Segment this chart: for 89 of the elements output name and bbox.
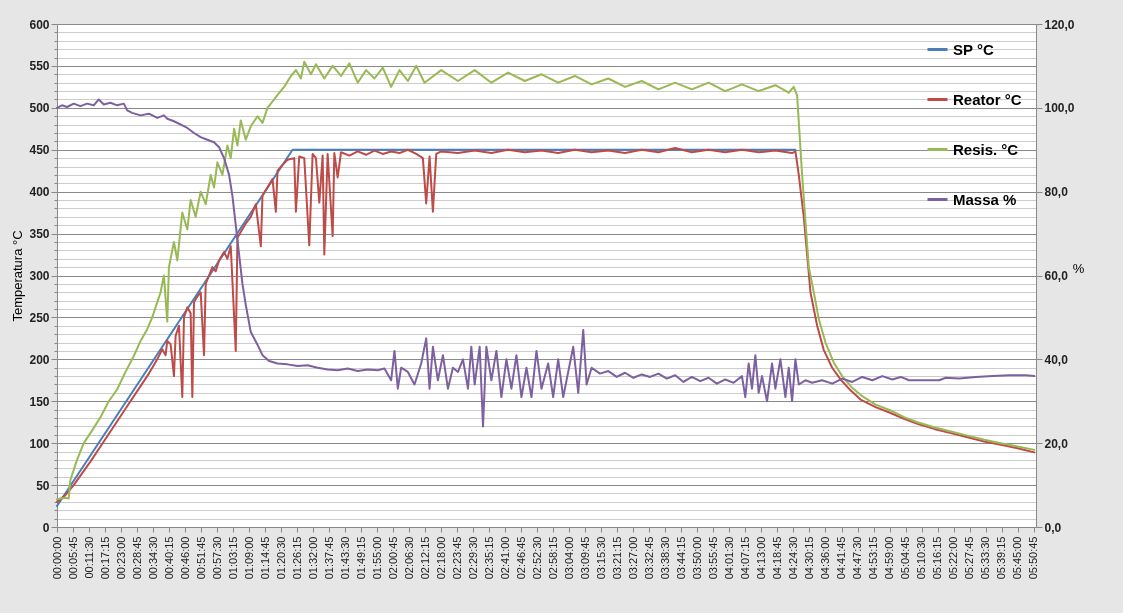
x-tick-label: 04:53:15 xyxy=(867,536,880,580)
x-tick-label: 01:49:15 xyxy=(354,536,367,580)
x-tick-label: 03:44:15 xyxy=(674,536,687,580)
y2-tick-label: 0,0 xyxy=(1044,520,1062,535)
x-tick-label: 00:46:00 xyxy=(178,536,191,580)
x-tick-label: 01:43:30 xyxy=(338,536,351,580)
x-tick-label: 04:07:15 xyxy=(738,536,751,580)
x-tick-label: 03:09:45 xyxy=(578,536,591,580)
y2-tick-label: 40,0 xyxy=(1044,352,1069,367)
x-tick-label: 01:20:30 xyxy=(274,536,287,580)
x-tick-label: 03:04:00 xyxy=(562,536,575,580)
x-tick-label: 04:13:00 xyxy=(754,536,767,580)
x-tick-label: 02:06:30 xyxy=(402,536,415,580)
x-tick-label: 05:50:45 xyxy=(1027,536,1040,580)
x-tick-label: 02:46:45 xyxy=(514,536,527,580)
x-tick-label: 05:39:15 xyxy=(995,536,1008,580)
x-tick-label: 05:33:30 xyxy=(979,536,992,580)
legend-label: Massa % xyxy=(953,190,1017,208)
legend-label: Reator °C xyxy=(953,90,1022,108)
x-tick-label: 03:50:00 xyxy=(690,536,703,580)
x-tick-label: 01:37:45 xyxy=(322,536,335,580)
x-tick-label: 05:45:00 xyxy=(1011,536,1024,580)
y2-tick-label: 100,0 xyxy=(1044,101,1075,116)
x-tick-label: 03:21:15 xyxy=(610,536,623,580)
y-tick-label: 200 xyxy=(29,352,50,367)
y2-tick-label: 60,0 xyxy=(1044,269,1069,283)
x-tick-label: 03:32:45 xyxy=(642,536,655,580)
x-tick-label: 00:05:45 xyxy=(66,536,79,580)
x-tick-label: 04:30:15 xyxy=(802,536,815,580)
x-tick-label: 04:36:00 xyxy=(819,536,831,580)
x-tick-label: 05:22:00 xyxy=(947,536,960,580)
y2-tick-label: 20,0 xyxy=(1044,436,1069,451)
y-tick-label: 350 xyxy=(29,227,50,242)
x-tick-label: 00:57:30 xyxy=(210,536,223,580)
x-tick-label: 04:18:45 xyxy=(770,536,783,580)
y-tick-label: 150 xyxy=(29,394,50,409)
x-tick-label: 03:38:30 xyxy=(658,536,671,580)
y-tick-label: 600 xyxy=(29,17,50,32)
y-tick-label: 100 xyxy=(29,436,50,451)
x-tick-label: 04:41:45 xyxy=(835,536,847,580)
x-tick-label: 01:32:00 xyxy=(306,536,319,580)
x-tick-label: 03:55:45 xyxy=(706,536,719,580)
y-tick-label: 0 xyxy=(42,520,50,535)
x-tick-label: 00:28:45 xyxy=(130,536,143,580)
y-axis-title: Temperatura °C xyxy=(10,230,26,322)
line-series xyxy=(56,60,1036,501)
x-tick-label: 05:16:15 xyxy=(931,536,944,580)
x-tick-label: 03:27:00 xyxy=(626,536,639,580)
x-tick-label: 05:10:30 xyxy=(915,536,928,580)
x-tick-label: 01:03:15 xyxy=(226,536,239,580)
x-tick-label: 02:52:30 xyxy=(530,536,543,580)
x-tick-label: 04:59:00 xyxy=(883,536,896,580)
y-tick-label: 400 xyxy=(29,185,50,200)
x-tick-label: 02:58:15 xyxy=(546,536,559,580)
x-tick-label: 01:09:00 xyxy=(242,536,255,580)
x-tick-label: 04:01:30 xyxy=(722,536,735,580)
legend-label: Resis. °C xyxy=(953,140,1019,158)
x-tick-label: 05:27:45 xyxy=(963,536,976,580)
x-tick-label: 02:35:15 xyxy=(482,536,495,580)
y-tick-label: 550 xyxy=(29,59,50,74)
x-tick-label: 02:12:15 xyxy=(418,536,431,580)
x-tick-label: 02:29:30 xyxy=(466,536,479,580)
x-tick-label: 02:23:45 xyxy=(450,536,463,580)
x-tick-label: 02:00:45 xyxy=(386,536,399,580)
y2-axis-title: % xyxy=(1072,261,1085,276)
x-tick-label: 00:17:15 xyxy=(98,536,111,580)
y2-tick-label: 80,0 xyxy=(1044,185,1069,200)
x-tick-label: 00:11:30 xyxy=(82,536,95,579)
x-tick-label: 02:18:00 xyxy=(434,536,447,580)
x-tick-label: 03:15:30 xyxy=(594,536,607,580)
x-tick-label: 01:14:45 xyxy=(258,536,271,580)
x-tick-label: 04:24:30 xyxy=(786,536,799,580)
y-tick-label: 50 xyxy=(36,478,50,493)
legend-label: SP °C xyxy=(953,40,994,58)
x-tick-label: 04:47:30 xyxy=(851,536,864,580)
y-tick-label: 450 xyxy=(29,143,50,158)
x-tick-label: 00:34:30 xyxy=(146,536,159,580)
x-tick-label: 02:41:00 xyxy=(498,536,511,580)
x-tick-label: 00:51:45 xyxy=(194,536,207,580)
x-tick-label: 00:00:00 xyxy=(50,536,63,580)
x-tick-label: 00:23:00 xyxy=(114,536,127,580)
y-tick-label: 500 xyxy=(29,101,50,116)
y-tick-label: 300 xyxy=(29,269,50,283)
y2-tick-label: 120,0 xyxy=(1044,17,1075,32)
x-tick-label: 00:40:15 xyxy=(162,536,175,580)
x-tick-label: 01:55:00 xyxy=(370,536,383,580)
x-tick-label: 01:26:15 xyxy=(290,536,303,580)
y-tick-label: 250 xyxy=(29,310,50,325)
x-tick-label: 05:04:45 xyxy=(899,536,912,580)
